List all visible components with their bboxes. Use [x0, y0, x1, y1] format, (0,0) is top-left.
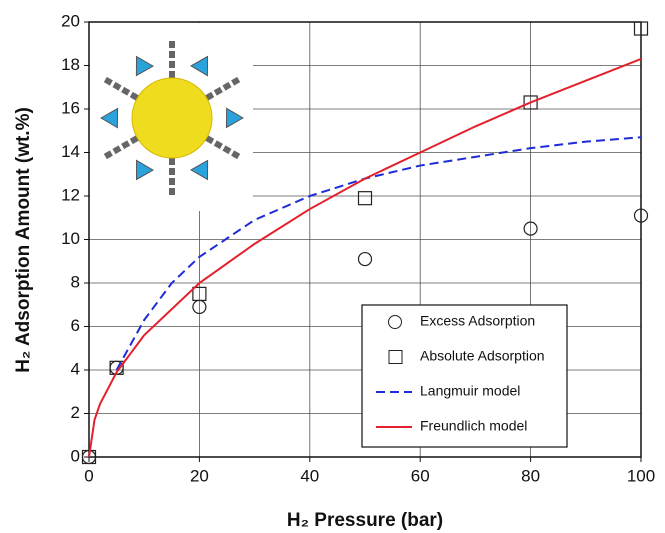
inset-cluster: [135, 159, 154, 181]
x-tick-label: 20: [190, 466, 209, 485]
y-tick-label: 14: [61, 142, 80, 161]
y-tick-label: 20: [61, 11, 80, 30]
model-line: [88, 58, 642, 458]
y-tick-label: 12: [61, 185, 80, 204]
square-marker: [192, 286, 207, 301]
square-marker: [523, 95, 538, 110]
x-tick-label: 60: [411, 466, 430, 485]
y-tick-label: 4: [71, 359, 80, 378]
y-tick-label: 0: [71, 446, 80, 465]
circle-marker: [633, 208, 649, 223]
legend-marker: [388, 350, 403, 364]
legend-label: Excess Adsorption: [420, 313, 535, 329]
legend-label: Freundlich model: [420, 418, 527, 434]
plot-frame: [88, 21, 642, 458]
x-tick-label: 100: [627, 466, 655, 485]
model-line: [115, 136, 642, 371]
x-tick-label: 80: [521, 466, 540, 485]
inset-cluster: [100, 107, 119, 129]
inset-cluster: [225, 107, 244, 129]
inset-illustration: [90, 23, 253, 211]
y-tick-label: 8: [71, 272, 80, 291]
legend-marker: [388, 315, 402, 329]
inset-sphere: [131, 77, 213, 159]
y-tick-label: 10: [61, 229, 80, 248]
x-tick-label: 40: [300, 466, 319, 485]
y-tick-label: 6: [71, 316, 80, 335]
legend-label: Langmuir model: [420, 383, 520, 399]
y-tick-label: 16: [61, 98, 80, 117]
inset-cluster: [190, 55, 209, 77]
circle-marker: [523, 221, 538, 236]
y-tick-label: 18: [61, 55, 80, 74]
legend-label: Absolute Adsorption: [420, 348, 545, 364]
y-tick-label: 2: [71, 403, 80, 422]
inset-cluster: [189, 159, 209, 181]
x-tick-label: 0: [84, 466, 93, 485]
square-marker: [357, 191, 373, 206]
x-axis-label: H₂ Pressure (bar): [287, 510, 443, 531]
inset-cluster: [135, 55, 155, 77]
square-marker: [633, 21, 649, 36]
y-axis-label: H₂ Adsorption Amount (wt.%): [13, 107, 34, 373]
circle-marker: [357, 251, 373, 267]
